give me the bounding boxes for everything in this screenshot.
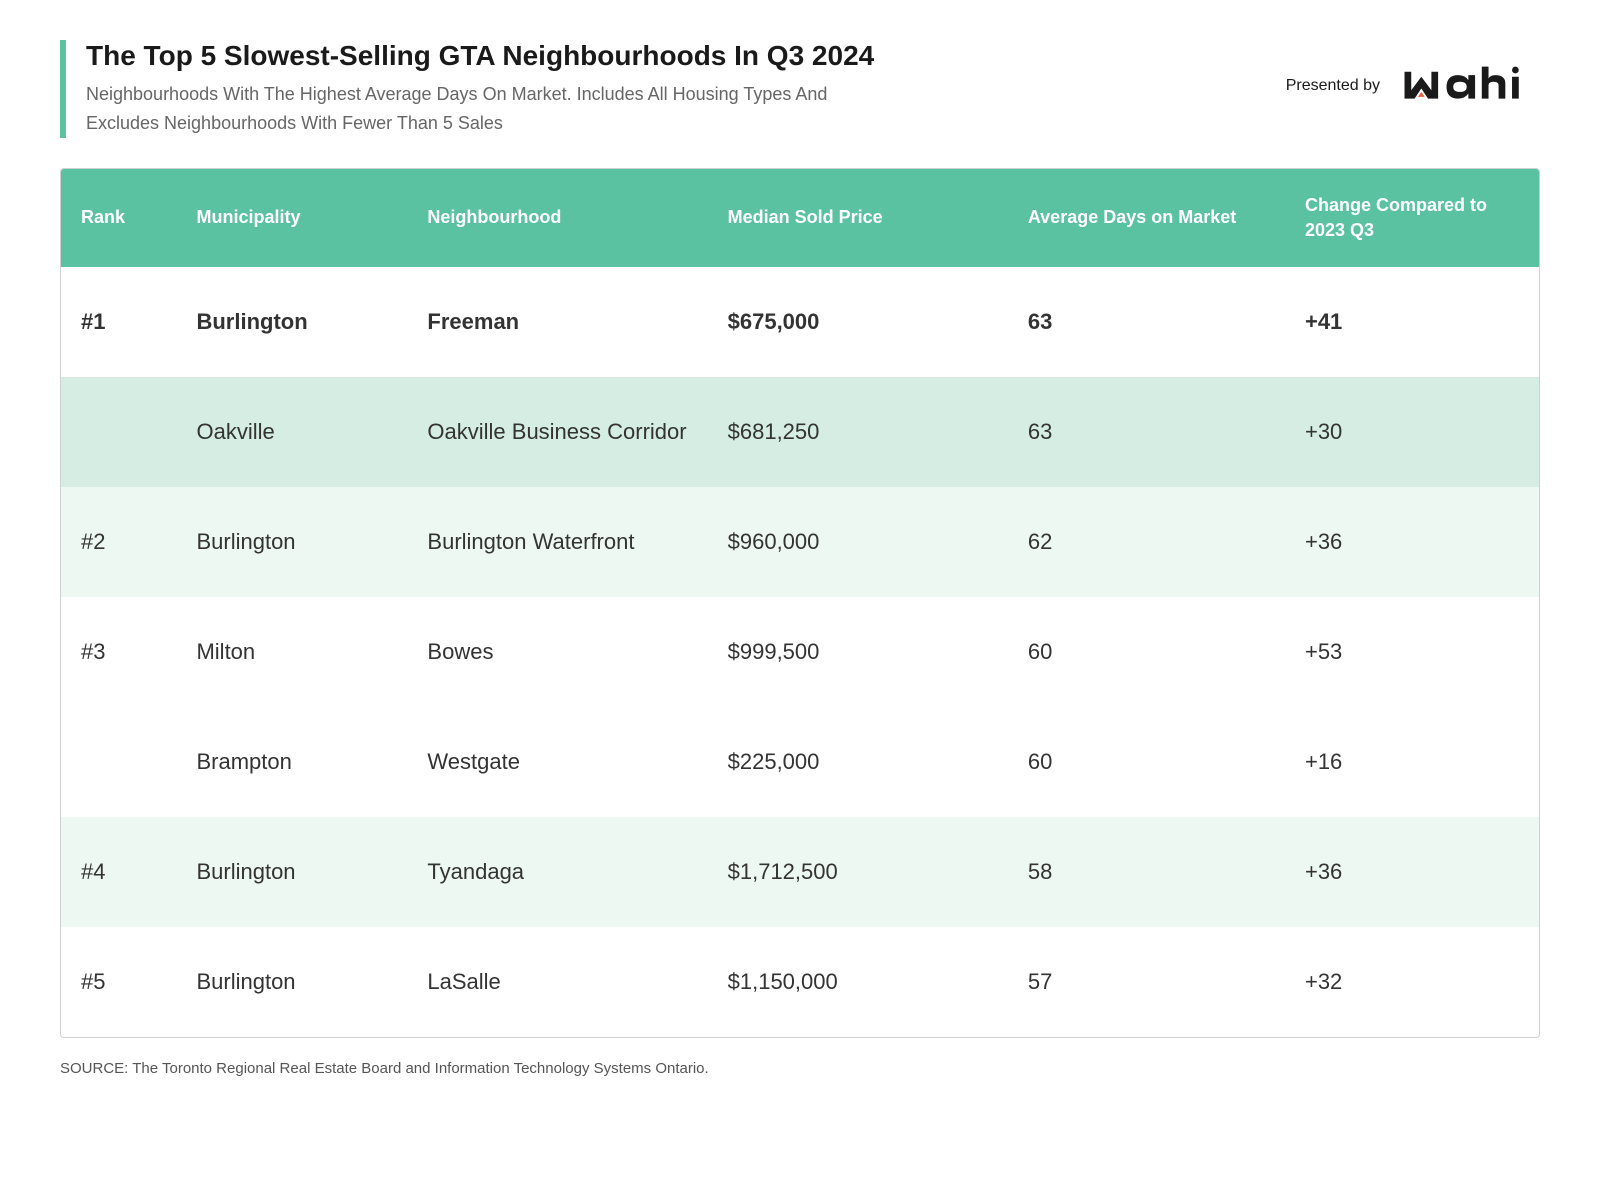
col-header-municipality: Municipality: [176, 169, 407, 267]
header-left: The Top 5 Slowest-Selling GTA Neighbourh…: [60, 40, 874, 138]
cell-days: 62: [1008, 487, 1285, 597]
header: The Top 5 Slowest-Selling GTA Neighbourh…: [60, 40, 1540, 138]
cell-neighbourhood: Tyandaga: [407, 817, 707, 927]
cell-municipality: Burlington: [176, 487, 407, 597]
cell-price: $225,000: [708, 707, 1008, 817]
cell-days: 60: [1008, 707, 1285, 817]
cell-change: +16: [1285, 707, 1539, 817]
page-subtitle: Neighbourhoods With The Highest Average …: [86, 80, 866, 138]
cell-price: $999,500: [708, 597, 1008, 707]
cell-change: +53: [1285, 597, 1539, 707]
cell-change: +30: [1285, 377, 1539, 487]
wahi-logo-icon: [1390, 65, 1540, 107]
cell-municipality: Burlington: [176, 927, 407, 1037]
cell-rank: [61, 377, 176, 487]
cell-neighbourhood: Westgate: [407, 707, 707, 817]
cell-change: +32: [1285, 927, 1539, 1037]
table-row: #4BurlingtonTyandaga$1,712,50058+36: [61, 817, 1539, 927]
cell-neighbourhood: Oakville Business Corridor: [407, 377, 707, 487]
cell-neighbourhood: Bowes: [407, 597, 707, 707]
cell-change: +36: [1285, 487, 1539, 597]
table-row: #3MiltonBowes$999,50060+53: [61, 597, 1539, 707]
cell-rank: #1: [61, 267, 176, 377]
col-header-rank: Rank: [61, 169, 176, 267]
cell-rank: #3: [61, 597, 176, 707]
table-row: #2BurlingtonBurlington Waterfront$960,00…: [61, 487, 1539, 597]
cell-municipality: Burlington: [176, 267, 407, 377]
cell-days: 60: [1008, 597, 1285, 707]
cell-rank: #2: [61, 487, 176, 597]
col-header-days: Average Days on Market: [1008, 169, 1285, 267]
cell-price: $1,712,500: [708, 817, 1008, 927]
table-header-row: Rank Municipality Neighbourhood Median S…: [61, 169, 1539, 267]
cell-price: $675,000: [708, 267, 1008, 377]
presented-by-label: Presented by: [1286, 77, 1380, 95]
cell-days: 57: [1008, 927, 1285, 1037]
cell-municipality: Brampton: [176, 707, 407, 817]
cell-rank: #4: [61, 817, 176, 927]
cell-neighbourhood: Freeman: [407, 267, 707, 377]
cell-neighbourhood: Burlington Waterfront: [407, 487, 707, 597]
col-header-price: Median Sold Price: [708, 169, 1008, 267]
table-row: OakvilleOakville Business Corridor$681,2…: [61, 377, 1539, 487]
cell-price: $960,000: [708, 487, 1008, 597]
col-header-neighbourhood: Neighbourhood: [407, 169, 707, 267]
cell-days: 58: [1008, 817, 1285, 927]
cell-rank: #5: [61, 927, 176, 1037]
cell-municipality: Milton: [176, 597, 407, 707]
header-right: Presented by: [1286, 40, 1540, 107]
cell-neighbourhood: LaSalle: [407, 927, 707, 1037]
table-row: BramptonWestgate$225,00060+16: [61, 707, 1539, 817]
page-title: The Top 5 Slowest-Selling GTA Neighbourh…: [86, 40, 874, 72]
table-container: Rank Municipality Neighbourhood Median S…: [60, 168, 1540, 1038]
cell-change: +41: [1285, 267, 1539, 377]
table-row: #1BurlingtonFreeman$675,00063+41: [61, 267, 1539, 377]
data-table: Rank Municipality Neighbourhood Median S…: [61, 169, 1539, 1037]
cell-days: 63: [1008, 267, 1285, 377]
cell-price: $681,250: [708, 377, 1008, 487]
cell-rank: [61, 707, 176, 817]
table-body: #1BurlingtonFreeman$675,00063+41Oakville…: [61, 267, 1539, 1037]
cell-price: $1,150,000: [708, 927, 1008, 1037]
source-note: SOURCE: The Toronto Regional Real Estate…: [60, 1060, 1540, 1077]
cell-municipality: Burlington: [176, 817, 407, 927]
cell-change: +36: [1285, 817, 1539, 927]
cell-municipality: Oakville: [176, 377, 407, 487]
table-row: #5BurlingtonLaSalle$1,150,00057+32: [61, 927, 1539, 1037]
cell-days: 63: [1008, 377, 1285, 487]
col-header-change: Change Compared to 2023 Q3: [1285, 169, 1539, 267]
